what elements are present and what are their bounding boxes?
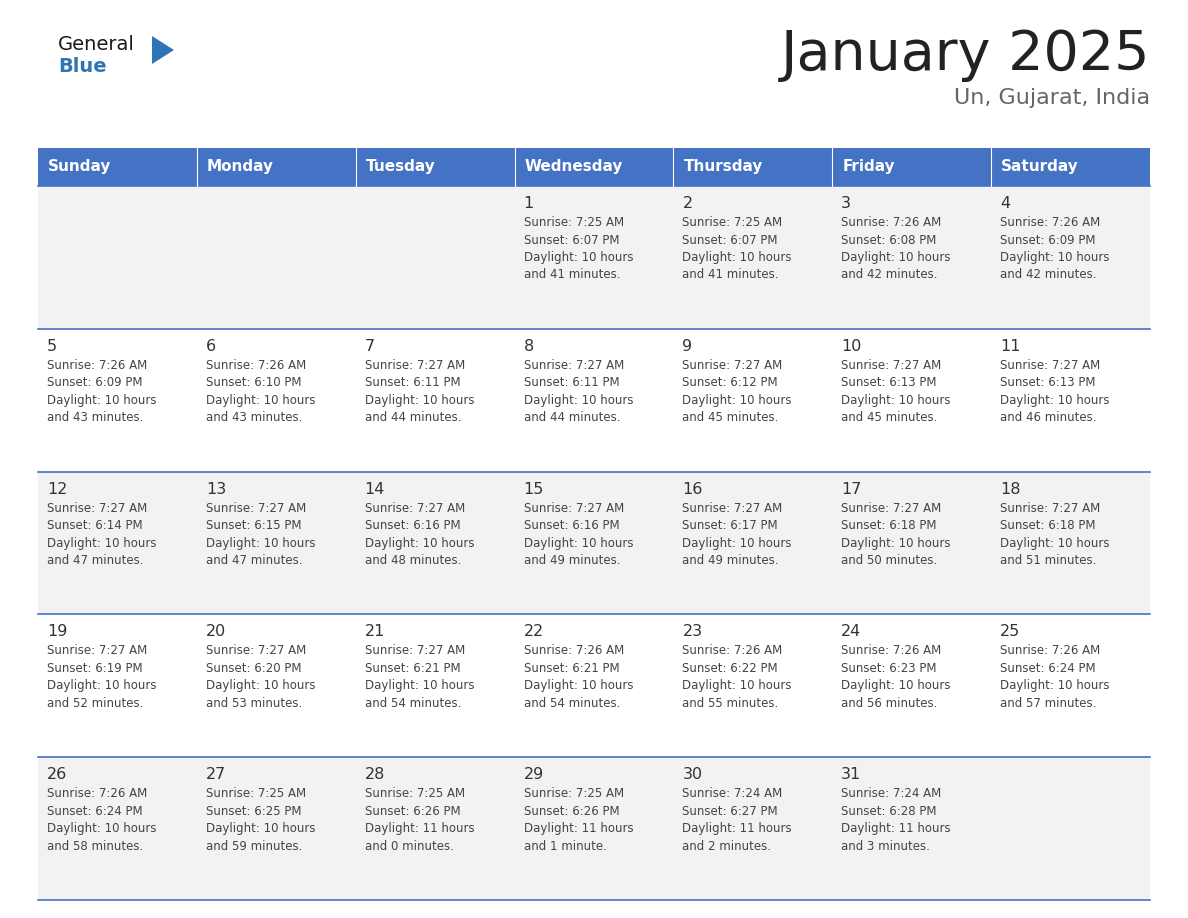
Bar [991,148,1150,186]
Text: 1: 1 [524,196,533,211]
Text: Sunrise: 7:27 AM
Sunset: 6:14 PM
Daylight: 10 hours
and 47 minutes.: Sunrise: 7:27 AM Sunset: 6:14 PM Dayligh… [48,501,157,567]
Text: Monday: Monday [207,160,274,174]
Text: 7: 7 [365,339,375,353]
Bar [38,757,1150,900]
Text: 24: 24 [841,624,861,640]
Text: Sunrise: 7:25 AM
Sunset: 6:25 PM
Daylight: 10 hours
and 59 minutes.: Sunrise: 7:25 AM Sunset: 6:25 PM Dayligh… [206,788,315,853]
Text: 31: 31 [841,767,861,782]
Text: Saturday: Saturday [1001,160,1079,174]
Bar [514,148,674,186]
Text: Sunrise: 7:26 AM
Sunset: 6:10 PM
Daylight: 10 hours
and 43 minutes.: Sunrise: 7:26 AM Sunset: 6:10 PM Dayligh… [206,359,315,424]
Text: Sunrise: 7:27 AM
Sunset: 6:12 PM
Daylight: 10 hours
and 45 minutes.: Sunrise: 7:27 AM Sunset: 6:12 PM Dayligh… [682,359,792,424]
Text: Sunday: Sunday [48,160,112,174]
Text: Un, Gujarat, India: Un, Gujarat, India [954,88,1150,108]
Text: Sunrise: 7:27 AM
Sunset: 6:19 PM
Daylight: 10 hours
and 52 minutes.: Sunrise: 7:27 AM Sunset: 6:19 PM Dayligh… [48,644,157,710]
Text: Sunrise: 7:27 AM
Sunset: 6:13 PM
Daylight: 10 hours
and 46 minutes.: Sunrise: 7:27 AM Sunset: 6:13 PM Dayligh… [1000,359,1110,424]
Text: 5: 5 [48,339,57,353]
Text: Thursday: Thursday [683,160,763,174]
Text: Sunrise: 7:26 AM
Sunset: 6:08 PM
Daylight: 10 hours
and 42 minutes.: Sunrise: 7:26 AM Sunset: 6:08 PM Dayligh… [841,216,950,282]
Text: 8: 8 [524,339,533,353]
Text: January 2025: January 2025 [781,28,1150,82]
Text: 6: 6 [206,339,216,353]
Text: Sunrise: 7:24 AM
Sunset: 6:27 PM
Daylight: 11 hours
and 2 minutes.: Sunrise: 7:24 AM Sunset: 6:27 PM Dayligh… [682,788,792,853]
Text: Sunrise: 7:25 AM
Sunset: 6:26 PM
Daylight: 11 hours
and 0 minutes.: Sunrise: 7:25 AM Sunset: 6:26 PM Dayligh… [365,788,474,853]
Bar [38,472,1150,614]
Text: Sunrise: 7:26 AM
Sunset: 6:09 PM
Daylight: 10 hours
and 42 minutes.: Sunrise: 7:26 AM Sunset: 6:09 PM Dayligh… [1000,216,1110,282]
Text: Blue: Blue [58,57,107,76]
Text: 29: 29 [524,767,544,782]
Text: Sunrise: 7:27 AM
Sunset: 6:17 PM
Daylight: 10 hours
and 49 minutes.: Sunrise: 7:27 AM Sunset: 6:17 PM Dayligh… [682,501,792,567]
Text: 12: 12 [48,482,68,497]
Text: 28: 28 [365,767,385,782]
Text: 22: 22 [524,624,544,640]
Bar [38,329,1150,472]
Text: 25: 25 [1000,624,1020,640]
Text: 14: 14 [365,482,385,497]
Text: Friday: Friday [842,160,895,174]
Text: Sunrise: 7:26 AM
Sunset: 6:22 PM
Daylight: 10 hours
and 55 minutes.: Sunrise: 7:26 AM Sunset: 6:22 PM Dayligh… [682,644,792,710]
Text: Sunrise: 7:27 AM
Sunset: 6:11 PM
Daylight: 10 hours
and 44 minutes.: Sunrise: 7:27 AM Sunset: 6:11 PM Dayligh… [365,359,474,424]
Text: 16: 16 [682,482,703,497]
Bar [674,148,833,186]
Text: Sunrise: 7:27 AM
Sunset: 6:13 PM
Daylight: 10 hours
and 45 minutes.: Sunrise: 7:27 AM Sunset: 6:13 PM Dayligh… [841,359,950,424]
Text: 11: 11 [1000,339,1020,353]
Bar [355,148,514,186]
Text: Sunrise: 7:27 AM
Sunset: 6:20 PM
Daylight: 10 hours
and 53 minutes.: Sunrise: 7:27 AM Sunset: 6:20 PM Dayligh… [206,644,315,710]
Text: 20: 20 [206,624,226,640]
Text: 10: 10 [841,339,861,353]
Text: Sunrise: 7:27 AM
Sunset: 6:16 PM
Daylight: 10 hours
and 49 minutes.: Sunrise: 7:27 AM Sunset: 6:16 PM Dayligh… [524,501,633,567]
Text: 9: 9 [682,339,693,353]
Text: Sunrise: 7:26 AM
Sunset: 6:23 PM
Daylight: 10 hours
and 56 minutes.: Sunrise: 7:26 AM Sunset: 6:23 PM Dayligh… [841,644,950,710]
Text: 27: 27 [206,767,226,782]
Text: Wednesday: Wednesday [525,160,623,174]
Text: 17: 17 [841,482,861,497]
Polygon shape [152,36,173,64]
Text: Sunrise: 7:25 AM
Sunset: 6:26 PM
Daylight: 11 hours
and 1 minute.: Sunrise: 7:25 AM Sunset: 6:26 PM Dayligh… [524,788,633,853]
Text: 30: 30 [682,767,702,782]
Text: Sunrise: 7:27 AM
Sunset: 6:11 PM
Daylight: 10 hours
and 44 minutes.: Sunrise: 7:27 AM Sunset: 6:11 PM Dayligh… [524,359,633,424]
Text: Sunrise: 7:25 AM
Sunset: 6:07 PM
Daylight: 10 hours
and 41 minutes.: Sunrise: 7:25 AM Sunset: 6:07 PM Dayligh… [524,216,633,282]
Text: 4: 4 [1000,196,1010,211]
Bar [38,186,1150,329]
Text: 15: 15 [524,482,544,497]
Bar [38,148,197,186]
Bar [197,148,355,186]
Text: Sunrise: 7:27 AM
Sunset: 6:21 PM
Daylight: 10 hours
and 54 minutes.: Sunrise: 7:27 AM Sunset: 6:21 PM Dayligh… [365,644,474,710]
Text: Sunrise: 7:26 AM
Sunset: 6:09 PM
Daylight: 10 hours
and 43 minutes.: Sunrise: 7:26 AM Sunset: 6:09 PM Dayligh… [48,359,157,424]
Text: Sunrise: 7:26 AM
Sunset: 6:21 PM
Daylight: 10 hours
and 54 minutes.: Sunrise: 7:26 AM Sunset: 6:21 PM Dayligh… [524,644,633,710]
Text: 13: 13 [206,482,226,497]
Text: 2: 2 [682,196,693,211]
Text: Tuesday: Tuesday [366,160,436,174]
Text: 21: 21 [365,624,385,640]
Text: 18: 18 [1000,482,1020,497]
Text: Sunrise: 7:27 AM
Sunset: 6:18 PM
Daylight: 10 hours
and 50 minutes.: Sunrise: 7:27 AM Sunset: 6:18 PM Dayligh… [841,501,950,567]
Text: Sunrise: 7:24 AM
Sunset: 6:28 PM
Daylight: 11 hours
and 3 minutes.: Sunrise: 7:24 AM Sunset: 6:28 PM Dayligh… [841,788,950,853]
Text: Sunrise: 7:27 AM
Sunset: 6:18 PM
Daylight: 10 hours
and 51 minutes.: Sunrise: 7:27 AM Sunset: 6:18 PM Dayligh… [1000,501,1110,567]
Text: Sunrise: 7:27 AM
Sunset: 6:16 PM
Daylight: 10 hours
and 48 minutes.: Sunrise: 7:27 AM Sunset: 6:16 PM Dayligh… [365,501,474,567]
Text: Sunrise: 7:26 AM
Sunset: 6:24 PM
Daylight: 10 hours
and 58 minutes.: Sunrise: 7:26 AM Sunset: 6:24 PM Dayligh… [48,788,157,853]
Text: Sunrise: 7:26 AM
Sunset: 6:24 PM
Daylight: 10 hours
and 57 minutes.: Sunrise: 7:26 AM Sunset: 6:24 PM Dayligh… [1000,644,1110,710]
Text: Sunrise: 7:25 AM
Sunset: 6:07 PM
Daylight: 10 hours
and 41 minutes.: Sunrise: 7:25 AM Sunset: 6:07 PM Dayligh… [682,216,792,282]
Text: General: General [58,35,135,54]
Bar [38,614,1150,757]
Text: 26: 26 [48,767,68,782]
Text: Sunrise: 7:27 AM
Sunset: 6:15 PM
Daylight: 10 hours
and 47 minutes.: Sunrise: 7:27 AM Sunset: 6:15 PM Dayligh… [206,501,315,567]
Bar [833,148,991,186]
Text: 23: 23 [682,624,702,640]
Text: 19: 19 [48,624,68,640]
Text: 3: 3 [841,196,852,211]
